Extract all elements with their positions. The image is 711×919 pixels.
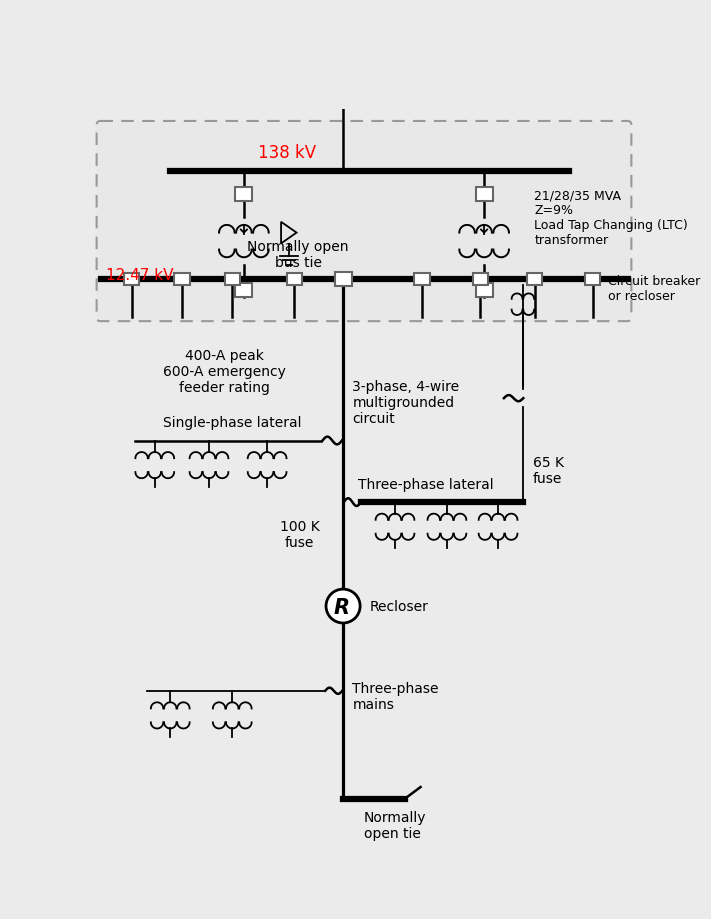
FancyBboxPatch shape <box>97 122 631 322</box>
Bar <box>124 273 139 286</box>
Bar <box>336 273 351 286</box>
Text: Recloser: Recloser <box>370 599 428 613</box>
Text: 400-A peak
600-A emergency
feeder rating: 400-A peak 600-A emergency feeder rating <box>163 348 286 395</box>
Text: Three-phase lateral: Three-phase lateral <box>358 477 494 491</box>
Text: 3-phase, 4-wire
multigrounded
circuit: 3-phase, 4-wire multigrounded circuit <box>353 380 459 425</box>
Bar <box>174 273 190 286</box>
Bar <box>335 273 352 287</box>
Text: Three-phase
mains: Three-phase mains <box>353 681 439 711</box>
Text: 21/28/35 MVA
Z=9%
Load Tap Changing (LTC)
transformer: 21/28/35 MVA Z=9% Load Tap Changing (LTC… <box>535 189 688 247</box>
Text: Single-phase lateral: Single-phase lateral <box>163 415 301 429</box>
Bar <box>476 284 493 298</box>
Bar <box>287 273 302 286</box>
Text: Circuit breaker
or recloser: Circuit breaker or recloser <box>608 275 700 302</box>
Text: 100 K
fuse: 100 K fuse <box>280 519 319 550</box>
Bar <box>225 273 240 286</box>
Bar <box>473 273 488 286</box>
Text: Normally
open tie: Normally open tie <box>364 811 427 840</box>
Bar <box>235 188 252 202</box>
Text: 65 K
fuse: 65 K fuse <box>533 455 564 485</box>
Bar <box>415 273 430 286</box>
Circle shape <box>326 589 360 623</box>
Text: 12.47 kV: 12.47 kV <box>106 268 173 283</box>
Text: Normally open
bus tie: Normally open bus tie <box>247 240 349 270</box>
Bar <box>585 273 600 286</box>
Text: R: R <box>333 597 350 618</box>
Text: 138 kV: 138 kV <box>258 143 316 162</box>
Bar <box>476 188 493 202</box>
Bar <box>235 284 252 298</box>
Bar <box>527 273 542 286</box>
